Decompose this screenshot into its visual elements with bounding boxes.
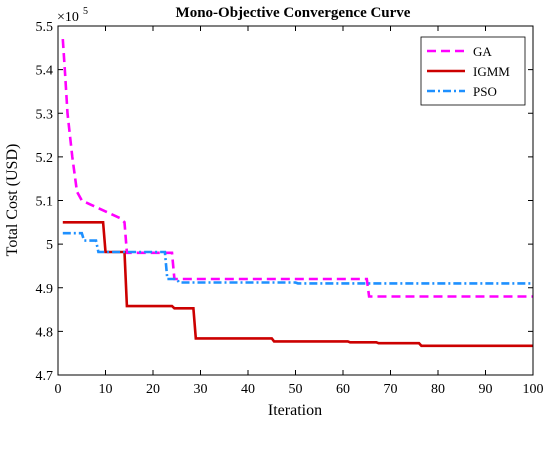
x-axis-label: Iteration <box>268 402 322 419</box>
y-tick-label: 5.3 <box>36 107 54 122</box>
series-line-ga <box>61 39 533 298</box>
y-tick-label: 5.1 <box>36 195 54 210</box>
legend-label-ga: GA <box>473 44 492 59</box>
ticks-layer: 0 10 20 30 40 50 60 70 80 90 100 4.7 4.8 4.9 5 5.1 5.2 5.… <box>36 20 544 397</box>
y-tick-label: 5 <box>46 238 53 253</box>
y-tick-label: 4.7 <box>36 369 54 384</box>
x-tick-label: 100 <box>523 382 544 397</box>
x-tick-label: 90 <box>479 382 493 397</box>
y-tick-label: 4.8 <box>36 325 54 340</box>
y-multiplier-base: ×10 <box>57 10 79 25</box>
y-tick-label: 4.9 <box>36 282 54 297</box>
x-tick-label: 10 <box>99 382 113 397</box>
x-tick-label: 20 <box>146 382 160 397</box>
y-tick-label: 5.4 <box>36 64 54 79</box>
x-tick-label: 0 <box>55 382 62 397</box>
x-tick-label: 60 <box>336 382 350 397</box>
y-multiplier: ×10 5 <box>57 6 88 25</box>
series-layer <box>61 39 533 348</box>
legend-label-igmm: IGMM <box>473 64 510 79</box>
x-tick-label: 50 <box>289 382 303 397</box>
series-line-igmm <box>62 221 533 348</box>
y-tick-label: 5.5 <box>36 20 54 35</box>
y-multiplier-exponent: 5 <box>83 6 88 17</box>
y-axis-label: Total Cost (USD) <box>4 144 21 257</box>
legend-label-pso: PSO <box>473 84 497 99</box>
legend: GA IGMM PSO <box>420 36 526 106</box>
chart-title: Mono-Objective Convergence Curve <box>176 5 411 21</box>
x-tick-label: 70 <box>384 382 398 397</box>
y-tick-label: 5.2 <box>36 151 54 166</box>
x-tick-label: 30 <box>194 382 208 397</box>
x-tick-label: 40 <box>241 382 255 397</box>
x-tick-label: 80 <box>431 382 445 397</box>
series-line-pso <box>62 231 533 285</box>
